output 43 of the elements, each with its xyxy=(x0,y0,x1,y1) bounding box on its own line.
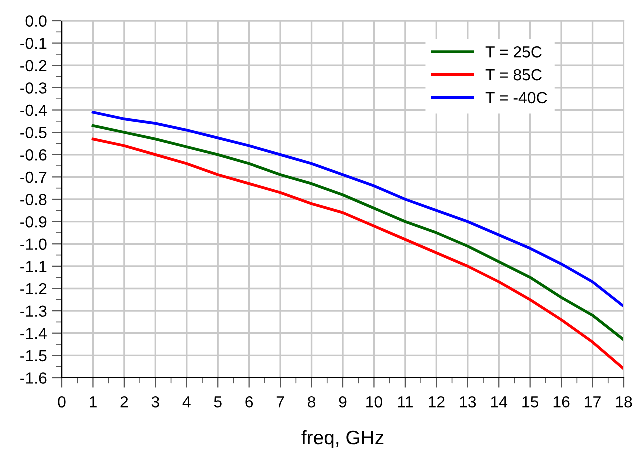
x-tick-label: 5 xyxy=(214,396,222,408)
x-tick-label: 16 xyxy=(554,396,570,408)
y-tick-label: -1.4 xyxy=(20,328,47,340)
line-series xyxy=(92,111,624,308)
x-tick-label: 2 xyxy=(120,396,128,408)
y-tick-label: -0.9 xyxy=(20,216,47,228)
y-tick-label: -0.2 xyxy=(20,60,47,72)
y-tick-label: -1.2 xyxy=(20,283,47,295)
y-tick-label: -0.4 xyxy=(20,104,47,116)
x-tick-label: 3 xyxy=(152,396,160,408)
x-tick-label: 17 xyxy=(585,396,601,408)
y-tick-label: -0.3 xyxy=(20,82,47,94)
x-tick-label: 13 xyxy=(460,396,476,408)
y-tick-label: -1.5 xyxy=(20,350,47,362)
y-tick-label: -0.6 xyxy=(20,150,47,161)
line-series xyxy=(92,124,624,342)
y-tick-label: -0.7 xyxy=(20,172,47,184)
x-tick-label: 1 xyxy=(90,396,97,408)
y-tick-label: -0.8 xyxy=(20,194,47,206)
x-tick-label: 0 xyxy=(58,396,66,408)
y-tick-label: -0.5 xyxy=(20,127,47,139)
y-tick-label: -1.6 xyxy=(20,372,47,384)
x-tick-label: 14 xyxy=(491,396,508,408)
x-tick-label: 11 xyxy=(398,396,413,408)
y-tick-label: -0.1 xyxy=(20,38,47,50)
y-tick-label: -1.3 xyxy=(20,306,47,318)
x-tick-label: 6 xyxy=(246,396,254,408)
x-tick-label: 18 xyxy=(616,396,632,408)
x-tick-label: 10 xyxy=(366,396,382,408)
x-tick-label: 12 xyxy=(429,396,445,408)
x-tick-label: 7 xyxy=(276,396,284,408)
line-series xyxy=(92,138,624,370)
y-tick-label: 0.0 xyxy=(26,16,47,27)
legend-label: T = 25C xyxy=(486,46,542,58)
x-tick-label: 4 xyxy=(182,396,191,408)
y-tick-label: -1.0 xyxy=(20,238,47,250)
x-tick-label: 9 xyxy=(339,396,347,408)
x-tick-label: 8 xyxy=(308,396,316,408)
y-tick-label: -1.1 xyxy=(20,261,47,272)
legend-label: T = 85C xyxy=(486,69,542,81)
legend-label: T = -40C xyxy=(486,92,548,104)
x-tick-label: 15 xyxy=(522,396,539,408)
x-axis-title: freq, GHz xyxy=(302,430,384,449)
